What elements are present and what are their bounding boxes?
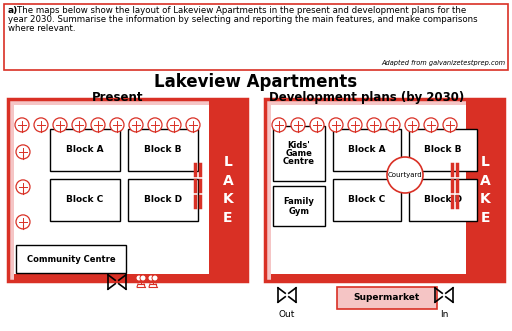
- Text: Present: Present: [92, 91, 144, 104]
- Text: Game: Game: [286, 149, 312, 158]
- Bar: [206, 105, 209, 275]
- Bar: [128, 179, 198, 221]
- Text: In: In: [440, 310, 448, 319]
- Bar: [128, 129, 198, 171]
- Circle shape: [148, 118, 162, 132]
- Text: Block D: Block D: [424, 196, 462, 205]
- Circle shape: [405, 118, 419, 132]
- Bar: [271, 274, 466, 282]
- Text: Development plans (by 2030): Development plans (by 2030): [269, 91, 464, 104]
- Circle shape: [72, 118, 86, 132]
- Circle shape: [329, 118, 343, 132]
- Circle shape: [387, 157, 423, 193]
- Text: year 2030. Summarise the information by selecting and reporting the main feature: year 2030. Summarise the information by …: [8, 15, 478, 24]
- Circle shape: [16, 145, 30, 159]
- Circle shape: [16, 180, 30, 194]
- Text: a): a): [8, 6, 18, 15]
- Text: Family: Family: [284, 197, 314, 206]
- Text: Block D: Block D: [144, 196, 182, 205]
- Bar: [463, 105, 466, 275]
- Bar: [273, 126, 325, 181]
- Circle shape: [140, 275, 146, 281]
- Bar: [4, 4, 508, 70]
- Circle shape: [16, 215, 30, 229]
- Text: L
A
K
E: L A K E: [223, 155, 233, 225]
- Text: Block C: Block C: [67, 196, 103, 205]
- Circle shape: [136, 275, 142, 281]
- Bar: [409, 129, 477, 171]
- Bar: [50, 129, 120, 171]
- Text: Out: Out: [279, 310, 295, 319]
- Circle shape: [291, 118, 305, 132]
- Circle shape: [167, 118, 181, 132]
- Text: Courtyard: Courtyard: [388, 172, 422, 178]
- Bar: [273, 186, 325, 226]
- Text: Block B: Block B: [144, 146, 182, 155]
- Text: Block B: Block B: [424, 146, 462, 155]
- Bar: [333, 129, 401, 171]
- Circle shape: [443, 118, 457, 132]
- Text: Block A: Block A: [348, 146, 386, 155]
- Bar: [8, 99, 247, 281]
- Circle shape: [310, 118, 324, 132]
- Circle shape: [15, 118, 29, 132]
- Circle shape: [91, 118, 105, 132]
- Circle shape: [348, 118, 362, 132]
- Bar: [271, 105, 498, 275]
- Text: Supermarket: Supermarket: [354, 294, 420, 303]
- Circle shape: [367, 118, 381, 132]
- Text: Community Centre: Community Centre: [27, 255, 115, 263]
- Bar: [466, 99, 504, 281]
- Bar: [337, 287, 437, 309]
- Text: Adapted from galvanizetestprep.com: Adapted from galvanizetestprep.com: [381, 60, 505, 66]
- Circle shape: [53, 118, 67, 132]
- Text: Lakeview Apartments: Lakeview Apartments: [155, 73, 357, 91]
- Bar: [14, 105, 241, 275]
- Circle shape: [424, 118, 438, 132]
- Text: The maps below show the layout of Lakeview Apartments in the present and develop: The maps below show the layout of Lakevi…: [17, 6, 466, 15]
- Bar: [14, 274, 209, 282]
- Circle shape: [186, 118, 200, 132]
- Circle shape: [110, 118, 124, 132]
- Bar: [209, 99, 247, 281]
- Bar: [50, 179, 120, 221]
- Text: Kids': Kids': [288, 141, 310, 150]
- Text: Centre: Centre: [283, 157, 315, 166]
- Circle shape: [272, 118, 286, 132]
- Text: Gym: Gym: [288, 207, 309, 215]
- Circle shape: [34, 118, 48, 132]
- Circle shape: [152, 275, 158, 281]
- Bar: [265, 99, 504, 281]
- Text: Block A: Block A: [66, 146, 104, 155]
- Circle shape: [129, 118, 143, 132]
- Text: Block C: Block C: [348, 196, 386, 205]
- Text: where relevant.: where relevant.: [8, 24, 75, 33]
- Circle shape: [148, 275, 154, 281]
- Bar: [16, 245, 126, 273]
- Text: L
A
K
E: L A K E: [480, 155, 490, 225]
- Circle shape: [386, 118, 400, 132]
- Bar: [333, 179, 401, 221]
- Bar: [409, 179, 477, 221]
